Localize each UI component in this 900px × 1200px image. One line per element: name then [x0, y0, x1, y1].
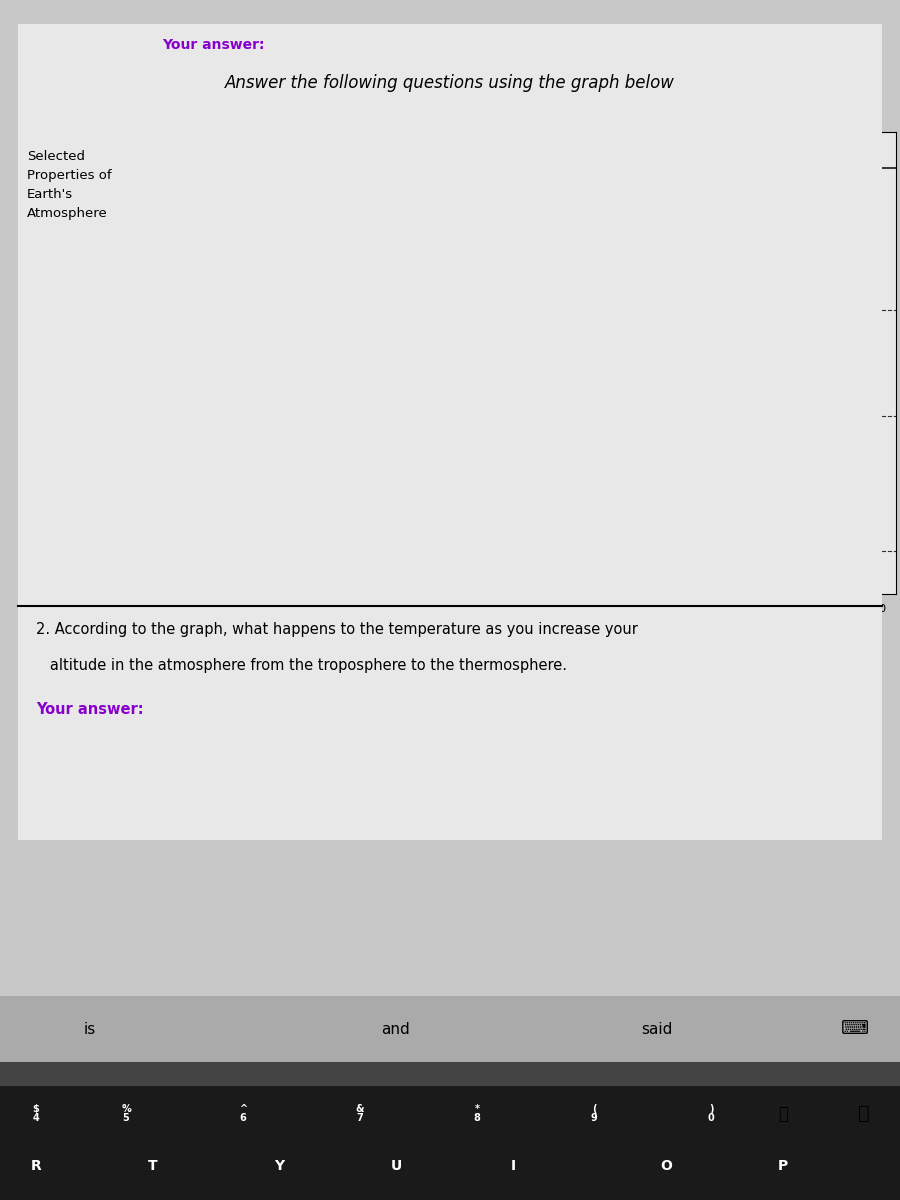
- Text: ⌨: ⌨: [841, 1020, 869, 1038]
- Text: Altitude: Altitude: [19, 82, 32, 127]
- Text: mi: mi: [135, 80, 150, 94]
- Text: %
5: % 5: [122, 1104, 130, 1123]
- Text: *
8: * 8: [473, 1104, 481, 1123]
- Text: said: said: [642, 1021, 672, 1037]
- Text: 75: 75: [135, 162, 148, 173]
- Text: Stratopause: Stratopause: [430, 412, 493, 421]
- X-axis label: Pressure
(atm): Pressure (atm): [665, 619, 716, 647]
- Text: Troposphere: Troposphere: [485, 566, 557, 580]
- Text: P: P: [778, 1159, 788, 1174]
- Text: 0: 0: [135, 589, 141, 599]
- FancyBboxPatch shape: [18, 24, 882, 840]
- Text: Mesopause: Mesopause: [430, 305, 489, 314]
- Text: Mesosphere: Mesosphere: [486, 356, 556, 370]
- Text: Water
Vapor: Water Vapor: [805, 340, 842, 367]
- Text: Y: Y: [274, 1159, 284, 1174]
- Text: and: and: [382, 1021, 410, 1037]
- FancyBboxPatch shape: [0, 1060, 900, 1086]
- Text: 160: 160: [64, 110, 86, 120]
- Text: R: R: [31, 1159, 41, 1174]
- Text: T: T: [148, 1159, 157, 1174]
- Text: Tropopause: Tropopause: [430, 546, 491, 557]
- X-axis label: Concentration
(g/m³): Concentration (g/m³): [781, 619, 866, 647]
- Text: Answer the following questions using the graph below: Answer the following questions using the…: [225, 74, 675, 92]
- Text: 50: 50: [135, 305, 148, 314]
- Text: 🔇: 🔇: [778, 1104, 788, 1123]
- FancyBboxPatch shape: [0, 1084, 900, 1200]
- Text: ^
6: ^ 6: [238, 1104, 248, 1123]
- Text: 100: 100: [135, 110, 156, 120]
- Text: is: is: [84, 1021, 96, 1037]
- Text: Your answer:: Your answer:: [162, 38, 265, 53]
- Text: I: I: [510, 1159, 516, 1174]
- X-axis label: Temperature
(°C): Temperature (°C): [256, 619, 332, 647]
- Text: )
0: ) 0: [707, 1104, 715, 1123]
- Text: 2. According to the graph, what happens to the temperature as you increase your: 2. According to the graph, what happens …: [36, 622, 638, 636]
- Text: (
9: ( 9: [590, 1104, 598, 1123]
- Text: Your answer:: Your answer:: [36, 702, 144, 716]
- Text: Stratosphere: Stratosphere: [482, 478, 560, 491]
- Text: $
4: $ 4: [32, 1104, 40, 1123]
- Text: 25: 25: [135, 446, 148, 457]
- Text: Thermosphere
(extends to 600 km): Thermosphere (extends to 600 km): [461, 206, 581, 235]
- Text: km: km: [66, 80, 86, 94]
- Text: 🔊: 🔊: [858, 1104, 870, 1123]
- Text: Selected
Properties of
Earth's
Atmosphere: Selected Properties of Earth's Atmospher…: [27, 150, 112, 220]
- Text: —: —: [105, 80, 118, 94]
- Text: Atmospheric
Pressure: Atmospheric Pressure: [644, 62, 737, 90]
- Text: U: U: [391, 1159, 401, 1174]
- Text: Temperature
Zones: Temperature Zones: [473, 62, 569, 90]
- Text: &
7: & 7: [356, 1104, 364, 1123]
- Text: —: —: [106, 110, 117, 120]
- Text: O: O: [660, 1159, 672, 1174]
- FancyBboxPatch shape: [0, 996, 900, 1062]
- Text: altitude in the atmosphere from the troposphere to the thermosphere.: altitude in the atmosphere from the trop…: [36, 658, 567, 672]
